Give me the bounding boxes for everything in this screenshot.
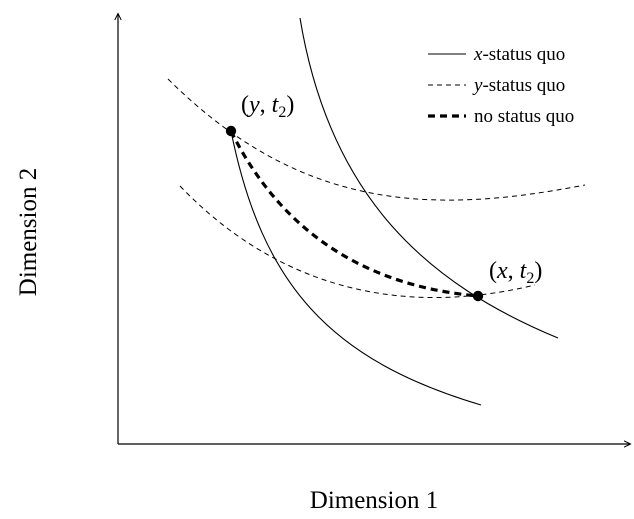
y-status-quo-curve-lower [179, 185, 536, 299]
x-status-quo-curve-upper [299, 17, 559, 339]
x-status-quo-curve-lower [230, 130, 482, 406]
no-status-quo-path [229, 130, 479, 298]
point-x-t2-label: (x, t2) [489, 258, 542, 287]
x-axis-label: Dimension 1 [310, 487, 438, 514]
legend-item-y-status-quo: y-status quo [472, 75, 565, 96]
y-axis-label: Dimension 2 [15, 168, 42, 296]
legend-item-no-status-quo: no status quo [474, 106, 574, 127]
point-y-t2-marker [225, 125, 237, 137]
point-y-t2-label: (y, t2) [241, 92, 294, 121]
legend-item-x-status-quo: x-status quo [473, 44, 565, 65]
y-status-quo-curve-upper [167, 78, 586, 201]
legend: x-status quo y-status quo no status quo [428, 44, 574, 127]
point-x-t2-marker [472, 290, 484, 302]
